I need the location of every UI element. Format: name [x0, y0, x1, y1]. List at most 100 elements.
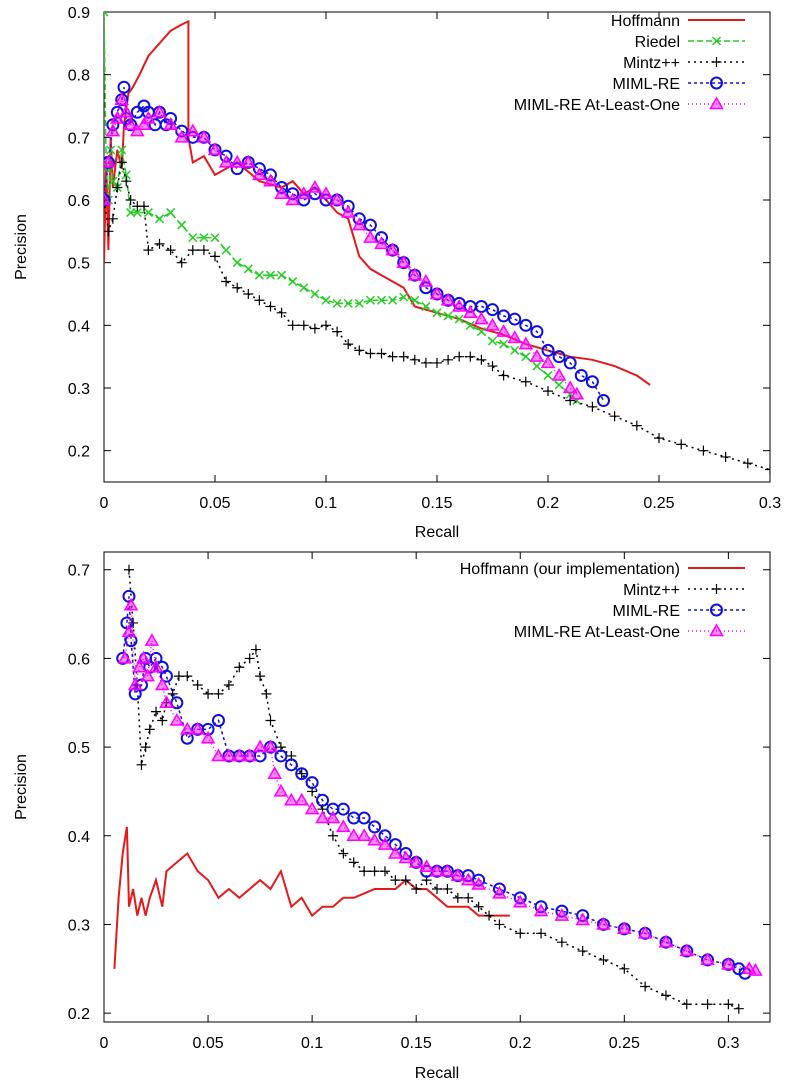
data-point — [452, 892, 463, 903]
data-point — [310, 289, 320, 299]
data-point — [192, 680, 203, 691]
data-point — [492, 882, 506, 896]
data-point — [443, 354, 454, 365]
data-point — [188, 233, 198, 243]
data-point — [169, 712, 185, 726]
data-point — [261, 688, 272, 699]
data-point — [486, 303, 499, 317]
data-point — [702, 999, 713, 1010]
data-point — [399, 292, 409, 302]
data-point — [104, 226, 114, 237]
data-point — [307, 179, 323, 193]
data-point — [597, 394, 610, 408]
data-point — [207, 142, 223, 156]
data-point — [210, 251, 220, 262]
data-point — [492, 885, 507, 899]
data-point — [288, 276, 298, 286]
x-tick-label: 0.05 — [192, 1035, 223, 1052]
data-point — [332, 326, 343, 337]
data-point — [252, 167, 267, 181]
data-point — [637, 925, 653, 939]
series-line — [104, 19, 651, 386]
data-point — [679, 943, 695, 957]
data-point — [164, 112, 178, 126]
data-point — [348, 857, 359, 868]
y-tick-label: 0.7 — [68, 563, 90, 580]
data-point — [154, 238, 165, 249]
data-point — [315, 810, 330, 824]
data-point — [127, 677, 143, 691]
legend-marker — [709, 623, 724, 637]
series-line — [104, 162, 770, 471]
data-point — [676, 439, 687, 450]
data-point — [126, 208, 136, 218]
data-point — [253, 749, 267, 763]
data-point — [114, 92, 130, 105]
data-point — [231, 748, 247, 762]
data-point — [429, 863, 445, 877]
data-point — [748, 963, 763, 976]
data-point — [252, 739, 268, 753]
data-point — [179, 721, 195, 735]
data-point — [325, 810, 341, 824]
data-point — [121, 170, 131, 180]
y-tick-label: 0.5 — [68, 256, 90, 273]
x-tick-label: 0.2 — [509, 1035, 531, 1052]
data-point — [117, 80, 131, 94]
data-point — [536, 928, 547, 939]
data-point — [265, 715, 276, 726]
data-point — [411, 883, 422, 894]
legend-label: Mintz++ — [623, 55, 680, 72]
data-point — [132, 208, 142, 218]
data-point — [185, 123, 201, 137]
data-point — [529, 349, 545, 362]
plot-frame — [103, 551, 771, 1023]
data-point — [106, 145, 116, 155]
data-point — [252, 162, 266, 176]
data-point — [471, 877, 486, 890]
data-point — [343, 298, 353, 308]
y-tick-label: 0.6 — [68, 193, 90, 210]
data-point — [110, 111, 125, 124]
data-point — [375, 231, 388, 245]
x-tick-label: 0.1 — [301, 1035, 323, 1052]
data-point — [264, 168, 277, 182]
data-point — [585, 375, 599, 389]
data-point — [104, 192, 112, 206]
data-point — [365, 348, 376, 359]
legend-label: Hoffmann (our implementation) — [460, 561, 680, 578]
data-point — [108, 176, 118, 186]
y-tick-label: 0.4 — [68, 318, 90, 335]
data-point — [515, 928, 526, 939]
legend-marker — [711, 36, 722, 46]
data-point — [385, 242, 400, 256]
data-point — [255, 671, 266, 682]
data-point — [223, 680, 234, 691]
data-point — [117, 650, 133, 664]
legend-entry: MIML-RE At-Least-One — [514, 96, 745, 114]
data-point — [159, 695, 174, 709]
data-point — [136, 759, 147, 770]
data-point — [596, 916, 611, 930]
data-point — [443, 311, 453, 321]
data-point — [476, 327, 486, 337]
x-tick-label: 0.05 — [199, 495, 230, 512]
data-point — [631, 420, 642, 431]
data-point — [454, 314, 464, 324]
data-point — [440, 292, 456, 306]
data-point — [132, 659, 147, 673]
data-point — [123, 597, 139, 611]
data-point — [619, 963, 630, 974]
data-point — [117, 145, 127, 155]
data-point — [461, 869, 475, 883]
series-line — [113, 826, 510, 969]
data-point — [556, 937, 567, 948]
data-point — [180, 731, 194, 745]
x-tick-label: 0.15 — [401, 1035, 432, 1052]
series-line — [121, 596, 746, 974]
data-point — [230, 162, 244, 176]
data-point — [520, 376, 531, 387]
data-point — [336, 802, 350, 816]
data-point — [296, 186, 312, 199]
data-point — [465, 351, 476, 362]
